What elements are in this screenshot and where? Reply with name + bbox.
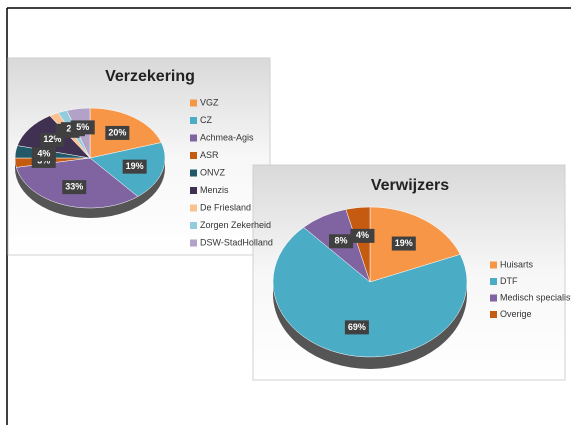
legend-swatch (490, 311, 497, 318)
pie-slice (272, 227, 468, 358)
data-label: 4% (37, 148, 50, 158)
label-box (70, 120, 95, 135)
legend-label: Huisarts (500, 259, 534, 269)
legend-label: DTF (500, 276, 518, 286)
legend-label: Medisch specialist (500, 292, 571, 302)
label-box (122, 159, 147, 174)
legend-swatch (490, 278, 497, 285)
legend-swatch (190, 187, 197, 194)
legend-label: DSW-StadHolland (200, 237, 273, 247)
legend-swatch (190, 169, 197, 177)
data-label: 19% (395, 238, 413, 248)
legend-label: Overige (500, 309, 532, 319)
label-box (329, 234, 354, 249)
legend-label: ASR (200, 150, 219, 160)
data-label: 69% (348, 322, 366, 332)
legend-label: De Friesland (200, 202, 251, 212)
label-box (31, 147, 56, 162)
label-box (391, 236, 416, 251)
data-label: 19% (126, 161, 144, 171)
label-box (105, 125, 130, 140)
legend-swatch (490, 261, 497, 269)
legend-swatch (490, 294, 497, 302)
legend-label: Achmea-Agis (200, 132, 254, 142)
data-label: 4% (356, 230, 369, 240)
chart-title: Verzekering (105, 68, 195, 85)
label-box (62, 180, 87, 195)
legend-label: CZ (200, 115, 212, 125)
data-label: 20% (108, 127, 126, 137)
data-label: 8% (335, 236, 348, 246)
legend-label: ONVZ (200, 167, 226, 177)
legend-swatch (190, 204, 197, 212)
legend-swatch (190, 222, 197, 229)
legend-swatch (190, 152, 197, 159)
legend-label: VGZ (200, 97, 219, 107)
label-box (344, 320, 369, 335)
legend-swatch (190, 134, 197, 142)
data-label: 33% (65, 182, 83, 192)
legend-swatch (190, 99, 197, 107)
legend-label: Zorgen Zekerheid (200, 220, 271, 230)
legend-swatch (190, 117, 197, 124)
label-box (350, 228, 375, 243)
pie-slice (345, 206, 371, 283)
data-label: 12% (43, 134, 61, 144)
legend-label: Menzis (200, 185, 229, 195)
chart-title: Verwijzers (371, 177, 449, 194)
data-label: 5% (76, 122, 89, 132)
legend-swatch (190, 239, 197, 247)
